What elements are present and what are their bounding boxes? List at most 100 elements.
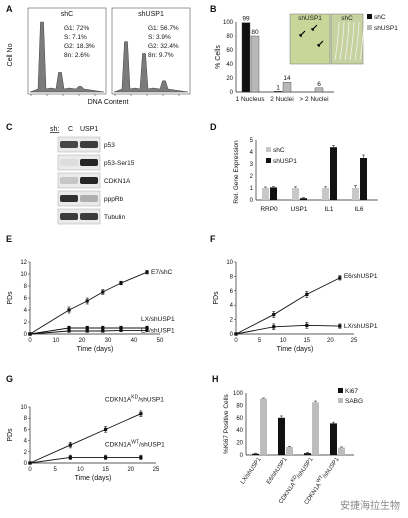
y-tick-label: 6 xyxy=(24,427,28,433)
panel-letter: A xyxy=(6,4,13,14)
legend-swatch xyxy=(367,25,372,30)
y-tick-label: 20 xyxy=(236,441,243,447)
panel-letter: D xyxy=(210,122,217,132)
x-tick-label: 10 xyxy=(280,338,287,344)
data-point xyxy=(119,328,123,332)
value-label: 99 xyxy=(242,16,250,23)
data-point xyxy=(272,312,276,317)
band-label: pppRb xyxy=(104,196,124,203)
y-tick-label: 12 xyxy=(20,260,27,266)
axis-title-y: % Cells xyxy=(215,45,222,69)
category-label: 2 Nuclei xyxy=(270,96,293,103)
watermark: 安捷海拉生物 xyxy=(340,501,400,512)
data-point xyxy=(67,308,71,312)
y-tick-label: 10 xyxy=(226,260,233,266)
y-tick-label: 100 xyxy=(223,20,234,26)
data-point xyxy=(119,326,123,330)
series-label: LX/shUSP1 xyxy=(344,323,378,330)
band-label: p53-Ser15 xyxy=(104,160,135,167)
bar xyxy=(252,453,259,455)
data-point xyxy=(28,461,32,465)
panel-letter: H xyxy=(212,374,219,384)
category-label: RRP0 xyxy=(260,206,278,213)
bar xyxy=(278,417,285,455)
panel-letter: G xyxy=(6,374,13,384)
histogram-area xyxy=(29,21,105,93)
series-line xyxy=(235,324,340,335)
bar xyxy=(300,198,307,200)
cell-shape xyxy=(349,21,355,61)
lane-label: C xyxy=(68,126,73,133)
y-tick-label: 100 xyxy=(233,391,244,397)
x-tick-label: 0 xyxy=(234,338,238,344)
y-tick-label: 10 xyxy=(20,405,27,411)
bar xyxy=(312,402,319,455)
series-label: E7/shUSP1 xyxy=(141,327,175,334)
y-tick-label: 20 xyxy=(226,76,233,82)
category-label: > 2 Nuclei xyxy=(299,96,328,103)
cell-shape xyxy=(334,21,340,61)
band xyxy=(60,177,78,184)
y-tick-label: 6 xyxy=(24,296,28,302)
micrograph-label: shC xyxy=(341,15,353,22)
bar xyxy=(286,446,293,455)
panel-letter: F xyxy=(210,234,216,244)
bar xyxy=(338,447,345,455)
data-point xyxy=(234,332,238,336)
y-tick-label: 60 xyxy=(236,416,243,422)
axis-title-y: %Ki67 Positive Cells xyxy=(223,393,230,453)
arrow-mark xyxy=(311,24,318,31)
data-point xyxy=(145,326,149,330)
axis-title-y: Cell No xyxy=(7,43,14,66)
cell-shape xyxy=(354,21,360,61)
bar xyxy=(304,453,311,455)
series-label: E6/shUSP1 xyxy=(344,273,378,280)
y-tick-label: 2 xyxy=(230,318,234,324)
band xyxy=(60,159,78,166)
cell-shape xyxy=(339,21,345,61)
axis-title-y: PDs xyxy=(213,291,220,305)
y-tick-label: 0 xyxy=(230,332,234,338)
y-tick-label: 0 xyxy=(24,461,28,467)
y-tick-label: 40 xyxy=(236,428,243,434)
category-label: IL1 xyxy=(324,206,333,213)
hist-stat: 8n: 9.7% xyxy=(148,52,174,59)
band xyxy=(80,159,98,166)
bar xyxy=(282,81,292,93)
bar xyxy=(322,188,329,200)
legend-label: shC xyxy=(273,147,285,154)
series-line xyxy=(29,271,148,335)
x-tick-label: 15 xyxy=(303,338,310,344)
y-tick-label: 0 xyxy=(250,198,254,204)
y-tick-label: 0 xyxy=(24,332,28,338)
value-label: 14 xyxy=(283,75,291,82)
x-tick-label: 30 xyxy=(105,338,112,344)
hist-stat: G2: 18.3% xyxy=(64,43,95,50)
lane-label: sh: xyxy=(50,126,59,133)
histogram-area xyxy=(113,41,189,93)
data-point xyxy=(101,326,105,330)
series-line xyxy=(29,329,147,335)
y-tick-label: 3 xyxy=(250,162,254,168)
data-point xyxy=(272,325,276,329)
bar xyxy=(352,188,359,200)
axis-title-y: PDs xyxy=(7,291,14,305)
blot-strip xyxy=(57,208,101,225)
series-line xyxy=(29,413,142,464)
series-line xyxy=(29,456,141,464)
category-label: LX/shUSP1 xyxy=(240,456,263,485)
data-point xyxy=(101,329,105,333)
hist-stat: 8n: 2.6% xyxy=(64,52,90,59)
data-point xyxy=(139,455,143,459)
x-tick-label: 40 xyxy=(131,338,138,344)
series-label: CDKN1AKD/shUSP1 xyxy=(105,395,164,404)
legend-label: shC xyxy=(374,14,386,21)
lane-label: USP1 xyxy=(80,126,98,133)
bar xyxy=(250,35,260,93)
axis-title-x: Time (days) xyxy=(75,475,112,482)
bar xyxy=(360,158,367,200)
bar xyxy=(330,423,337,455)
category-label: IL6 xyxy=(354,206,363,213)
x-tick-label: 25 xyxy=(153,467,160,473)
band xyxy=(60,195,78,202)
